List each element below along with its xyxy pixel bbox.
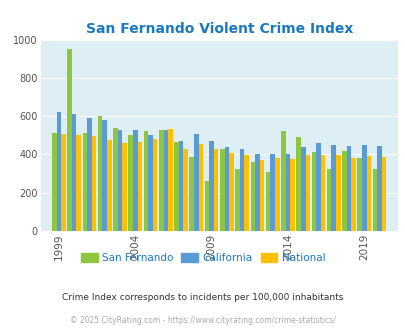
Bar — [92, 136, 96, 231]
Bar — [194, 134, 198, 231]
Bar — [285, 154, 290, 231]
Bar — [117, 130, 122, 231]
Bar — [311, 151, 315, 231]
Bar — [280, 131, 285, 231]
Bar — [178, 141, 183, 231]
Bar — [296, 137, 300, 231]
Bar — [330, 145, 335, 231]
Bar — [254, 154, 259, 231]
Bar — [335, 155, 340, 231]
Bar — [189, 157, 194, 231]
Bar — [265, 172, 270, 231]
Bar — [305, 155, 309, 231]
Bar — [320, 155, 324, 231]
Bar — [87, 118, 92, 231]
Bar — [209, 141, 213, 231]
Bar — [372, 169, 376, 231]
Bar — [220, 149, 224, 231]
Bar — [213, 149, 218, 231]
Bar — [67, 49, 72, 231]
Bar — [56, 112, 61, 231]
Bar — [113, 128, 117, 231]
Bar — [244, 155, 248, 231]
Bar — [198, 144, 203, 231]
Bar — [250, 162, 254, 231]
Bar — [300, 147, 305, 231]
Bar — [204, 181, 209, 231]
Bar — [133, 130, 137, 231]
Bar — [346, 146, 350, 231]
Bar — [326, 169, 330, 231]
Bar — [234, 169, 239, 231]
Bar — [259, 160, 264, 231]
Bar — [152, 139, 157, 231]
Bar — [102, 120, 107, 231]
Bar — [341, 150, 346, 231]
Bar — [183, 149, 188, 231]
Bar — [174, 142, 178, 231]
Bar — [270, 154, 274, 231]
Bar — [137, 142, 142, 231]
Bar — [148, 135, 152, 231]
Text: Crime Index corresponds to incidents per 100,000 inhabitants: Crime Index corresponds to incidents per… — [62, 292, 343, 302]
Bar — [366, 156, 370, 231]
Bar — [224, 147, 228, 231]
Bar — [290, 159, 294, 231]
Bar — [76, 135, 81, 231]
Bar — [98, 116, 102, 231]
Bar — [158, 130, 163, 231]
Bar — [163, 130, 168, 231]
Bar — [168, 129, 172, 231]
Bar — [128, 135, 133, 231]
Text: © 2025 CityRating.com - https://www.cityrating.com/crime-statistics/: © 2025 CityRating.com - https://www.city… — [70, 315, 335, 325]
Bar — [228, 153, 233, 231]
Bar — [376, 146, 381, 231]
Bar — [315, 143, 320, 231]
Bar — [61, 134, 66, 231]
Bar — [72, 114, 76, 231]
Bar — [356, 158, 361, 231]
Bar — [107, 140, 111, 231]
Bar — [350, 158, 355, 231]
Bar — [82, 133, 87, 231]
Bar — [381, 157, 386, 231]
Bar — [361, 145, 366, 231]
Title: San Fernando Violent Crime Index: San Fernando Violent Crime Index — [85, 22, 352, 36]
Bar — [274, 158, 279, 231]
Bar — [143, 130, 148, 231]
Bar — [239, 149, 244, 231]
Legend: San Fernando, California, National: San Fernando, California, National — [77, 248, 328, 267]
Bar — [122, 143, 126, 231]
Bar — [52, 133, 56, 231]
